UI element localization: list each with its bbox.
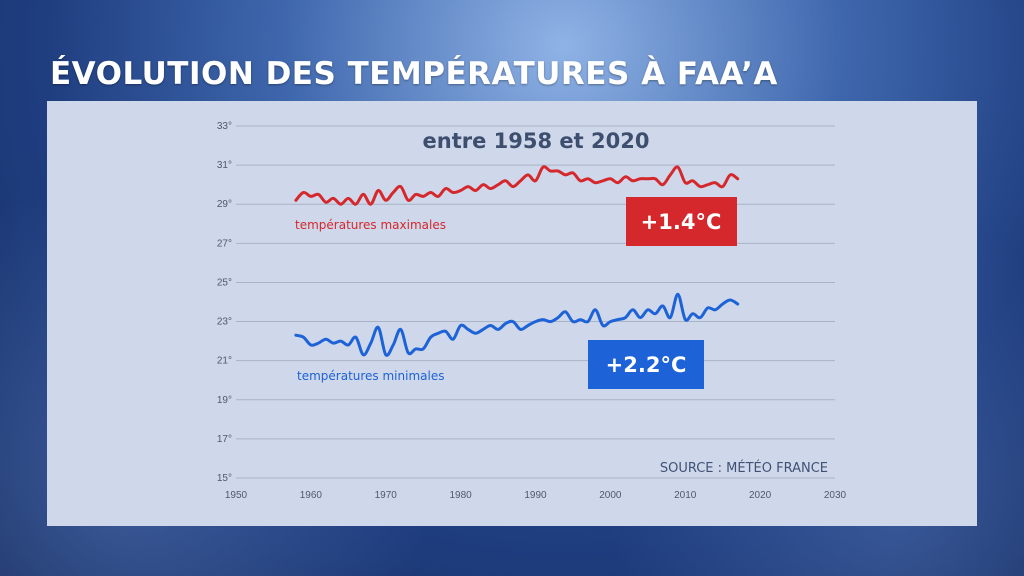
x-tick-label: 1960 [300, 490, 323, 501]
chart-subtitle: entre 1958 et 2020 [423, 129, 650, 153]
change-badge-max [626, 197, 737, 246]
series-label-min: températures minimales [297, 369, 444, 383]
y-tick-label: 31° [217, 160, 232, 171]
series-label-max: températures maximales [295, 218, 446, 232]
y-tick-label: 19° [217, 395, 232, 406]
y-tick-label: 23° [217, 317, 232, 328]
series-line-max [294, 165, 740, 206]
series-line-min [294, 292, 740, 357]
y-tick-label: 25° [217, 277, 232, 288]
y-tick-label: 33° [217, 121, 232, 132]
page-title: ÉVOLUTION DES TEMPÉRATURES À FAA’A [50, 56, 778, 92]
source-credit: SOURCE : MÉTÉO FRANCE [660, 460, 828, 476]
y-tick-label: 27° [217, 238, 232, 249]
x-tick-label: 1970 [375, 490, 398, 501]
x-tick-labels: 1950 1960 1970 1980 1990 2000 2010 2020 2030 [225, 490, 847, 501]
y-tick-label: 15° [217, 473, 232, 484]
x-tick-label: 2010 [674, 490, 697, 501]
y-tick-label: 17° [217, 434, 232, 445]
change-badge-max-text: +1.4°C [641, 210, 722, 234]
x-tick-label: 2030 [824, 490, 847, 501]
x-tick-label: 2000 [599, 490, 622, 501]
x-tick-label: 2020 [749, 490, 772, 501]
x-tick-label: 1990 [524, 490, 547, 501]
y-tick-label: 29° [217, 199, 232, 210]
chart-panel [47, 101, 977, 526]
y-tick-labels: 15° 17° 19° 21° 23° 25° 27° 29° 31° 33° [217, 121, 232, 484]
y-tick-label: 21° [217, 356, 232, 367]
x-tick-label: 1950 [225, 490, 248, 501]
x-tick-label: 1980 [450, 490, 473, 501]
change-badge-min [588, 340, 704, 389]
change-badge-min-text: +2.2°C [606, 353, 687, 377]
series-lines [294, 165, 740, 357]
